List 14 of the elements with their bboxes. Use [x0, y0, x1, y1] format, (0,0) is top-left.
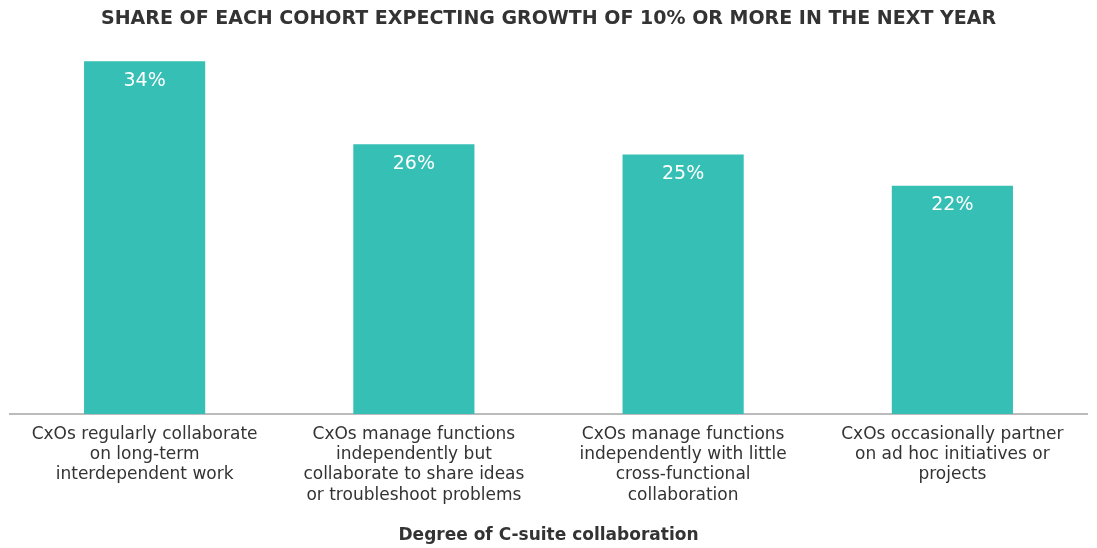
x-tick-label: CxOs regularly collaborate on long-term interdependent work [31, 422, 258, 484]
bar [84, 61, 206, 414]
data-label: 34% [123, 67, 166, 90]
data-label: 26% [392, 150, 435, 173]
bar [891, 185, 1013, 414]
data-label: 25% [662, 161, 705, 184]
chart-title: SHARE OF EACH COHORT EXPECTING GROWTH OF 10% OR MORE IN THE NEXT YEAR [100, 6, 997, 29]
x-tick-label: CxOs occasionally partner on ad hoc initiatives or projects [841, 422, 1064, 484]
x-tick-label: CxOs manage functions independently with little cross-functional collaboration [579, 422, 787, 504]
x-axis-title: Degree of C-suite collaboration [398, 524, 699, 545]
x-tick-label: CxOs manage functions independently but collaborate to share ideas or troubleshoot problems [303, 422, 525, 504]
data-label: 22% [931, 192, 974, 215]
bar [622, 154, 744, 414]
bar [353, 144, 475, 414]
